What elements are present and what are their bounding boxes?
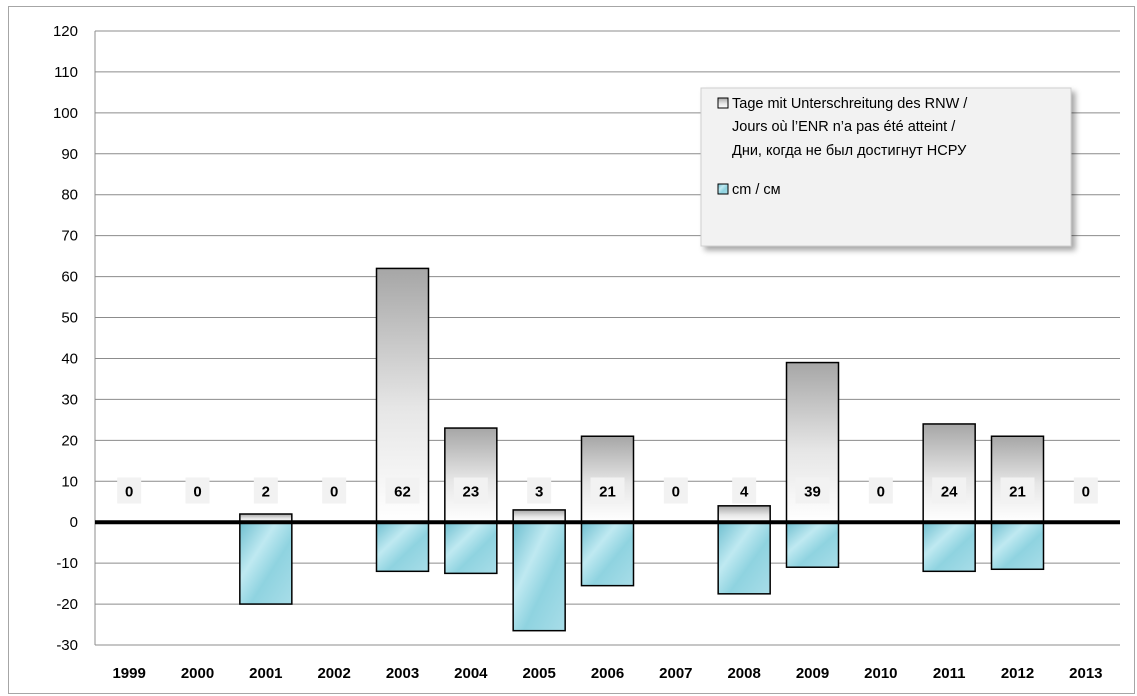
data-label: 0 bbox=[1082, 484, 1090, 501]
x-tick-label: 2007 bbox=[659, 665, 692, 682]
data-label: 0 bbox=[672, 484, 680, 501]
y-axis: -30 -20 -10 0 10 20 30 40 50 60 70 80 90 100 110 120 bbox=[53, 23, 78, 654]
y-tick-label: 80 bbox=[61, 187, 78, 204]
bar-days-2006 bbox=[580, 435, 635, 523]
y-tick-label: 120 bbox=[53, 23, 78, 40]
y-tick-label: 90 bbox=[61, 146, 78, 163]
legend: Tage mit Unterschreitung des RNW / Jours … bbox=[700, 87, 1072, 247]
y-tick-label: 110 bbox=[54, 64, 78, 81]
data-label: 3 bbox=[535, 484, 543, 501]
bar-cm-2006 bbox=[580, 521, 635, 587]
data-label-bg bbox=[322, 477, 347, 504]
data-label: 24 bbox=[941, 484, 958, 501]
x-tick-label: 2003 bbox=[386, 665, 419, 682]
legend-box bbox=[700, 87, 1072, 247]
y-tick-label: -20 bbox=[56, 596, 78, 613]
x-tick-label: 2009 bbox=[796, 665, 829, 682]
x-tick-label: 2006 bbox=[591, 665, 624, 682]
data-label: 21 bbox=[1009, 484, 1026, 501]
bar-cm-2003 bbox=[375, 521, 430, 573]
legend-swatch-days bbox=[717, 97, 729, 109]
x-tick-label: 2004 bbox=[454, 665, 488, 682]
bar-days-2008 bbox=[717, 505, 771, 523]
bar-cm-2008 bbox=[717, 521, 771, 595]
y-tick-label: 0 bbox=[70, 514, 78, 531]
data-label: 0 bbox=[125, 484, 133, 501]
data-label: 4 bbox=[740, 484, 749, 501]
data-labels: 0 0 2 0 62 23 3 21 0 4 39 0 24 21 0 bbox=[117, 477, 1098, 504]
data-label-bg bbox=[795, 477, 830, 504]
y-tick-label: 40 bbox=[61, 350, 78, 367]
x-tick-label: 2008 bbox=[727, 665, 760, 682]
bar-cm-2009 bbox=[785, 521, 840, 568]
data-label-bg bbox=[453, 477, 488, 504]
bar-cm-2001 bbox=[239, 521, 293, 605]
x-tick-label: 2001 bbox=[249, 665, 282, 682]
bar-cm-2011 bbox=[922, 521, 976, 573]
data-label-bg bbox=[117, 477, 142, 504]
x-tick-label: 1999 bbox=[112, 665, 145, 682]
bar-cm-2005 bbox=[512, 521, 566, 632]
x-tick-label: 2012 bbox=[1001, 665, 1034, 682]
x-axis: 1999 2000 2001 2002 2003 2004 2005 2006 2007 2008… bbox=[112, 665, 1102, 682]
data-label-bg bbox=[253, 477, 278, 504]
y-tick-label: 10 bbox=[61, 473, 78, 490]
data-label-bg bbox=[663, 477, 688, 504]
y-tick-label: 30 bbox=[61, 391, 78, 408]
data-label: 0 bbox=[193, 484, 201, 501]
y-tick-label: 60 bbox=[61, 269, 78, 286]
data-label: 2 bbox=[262, 484, 270, 501]
data-label-bg bbox=[527, 477, 552, 504]
y-tick-label: 50 bbox=[61, 310, 78, 327]
legend-label-cm: cm / см bbox=[732, 182, 781, 198]
x-tick-label: 2005 bbox=[522, 665, 555, 682]
bars bbox=[239, 267, 1045, 632]
x-tick-label: 2002 bbox=[317, 665, 350, 682]
y-tick-label: 100 bbox=[53, 105, 78, 122]
legend-label-days: Дни, когда не был достигнут НСРУ bbox=[732, 143, 967, 159]
x-tick-label: 2013 bbox=[1069, 665, 1102, 682]
data-label: 62 bbox=[394, 484, 411, 501]
data-label-bg bbox=[1073, 477, 1098, 504]
data-label-bg bbox=[590, 477, 625, 504]
data-label-bg bbox=[868, 477, 893, 504]
legend-label-days: Jours où l’ENR n’a pas été atteint / bbox=[732, 119, 956, 135]
data-label-bg bbox=[185, 477, 210, 504]
bar-cm-2004 bbox=[444, 521, 498, 575]
data-label: 0 bbox=[330, 484, 338, 501]
data-label-bg bbox=[385, 477, 420, 504]
bar-days-2004 bbox=[444, 427, 498, 523]
x-tick-label: 2000 bbox=[181, 665, 214, 682]
bar-days-2011 bbox=[922, 423, 976, 523]
data-label-bg bbox=[932, 477, 967, 504]
data-label: 23 bbox=[462, 484, 479, 501]
y-tick-label: 20 bbox=[61, 432, 78, 449]
data-label: 0 bbox=[877, 484, 885, 501]
x-tick-label: 2011 bbox=[933, 665, 966, 682]
bar-cm-2012 bbox=[990, 521, 1045, 571]
y-tick-label: -10 bbox=[56, 555, 78, 572]
legend-swatch-cm bbox=[717, 183, 729, 195]
data-label-bg bbox=[732, 477, 757, 504]
x-tick-label: 2010 bbox=[864, 665, 897, 682]
legend-label-days: Tage mit Unterschreitung des RNW / bbox=[732, 96, 968, 112]
data-label-bg bbox=[1000, 477, 1035, 504]
y-tick-label: 70 bbox=[61, 228, 78, 245]
data-label: 39 bbox=[804, 484, 821, 501]
y-tick-label: -30 bbox=[56, 637, 78, 654]
data-label: 21 bbox=[599, 484, 616, 501]
